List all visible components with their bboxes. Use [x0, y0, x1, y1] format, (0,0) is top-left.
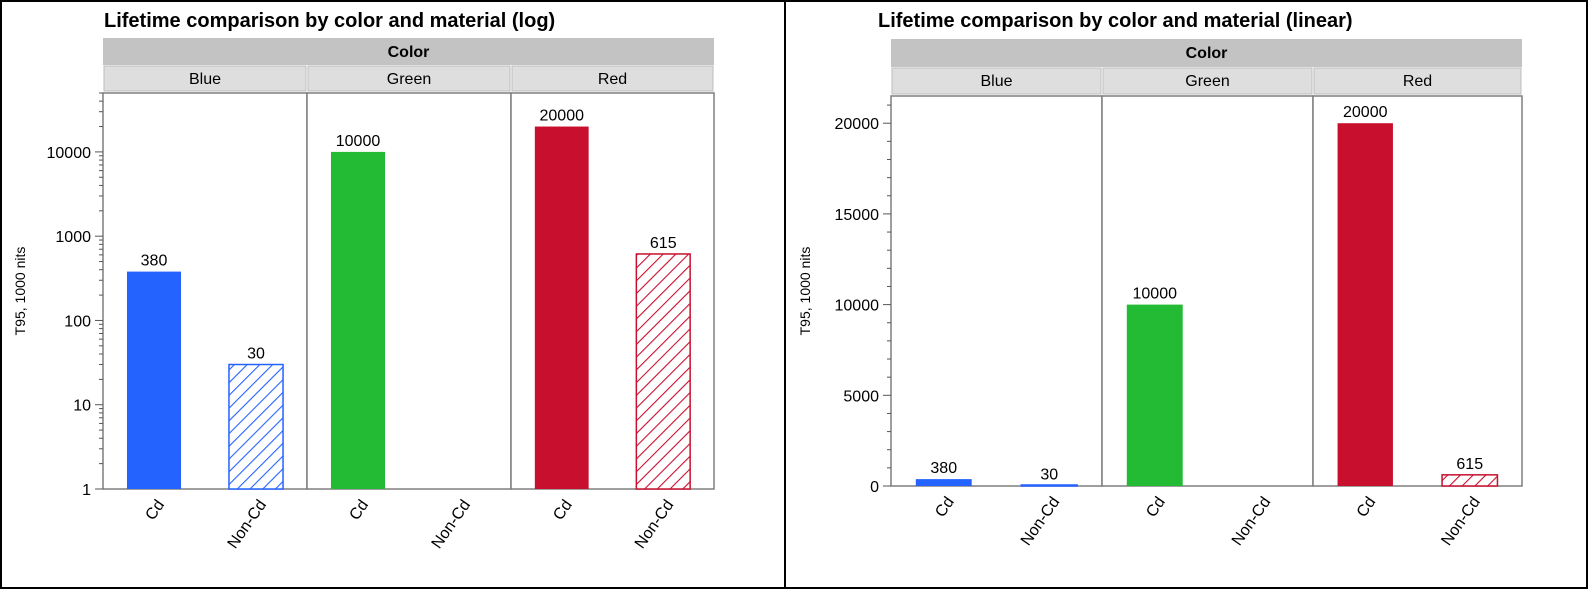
chart1-group-header	[103, 38, 714, 65]
chart1-group-header-label: Color	[388, 44, 430, 61]
chart2-data-label-green-cd: 10000	[1133, 286, 1178, 303]
chart1-panel-header-blue	[103, 65, 307, 92]
chart2-panel-header-label-blue: Blue	[980, 73, 1012, 90]
chart2-panel-blue	[890, 95, 1103, 487]
chart2-x-tick-label-red-cd: Cd	[1354, 494, 1380, 521]
chart2-y-tick-label-0: 0	[870, 479, 879, 496]
chart1-y-tick-label-1000: 1000	[55, 229, 91, 246]
chart1-y-axis-title: T95, 1000 nits	[12, 247, 28, 336]
chart1-x-tick-label-red-non-cd: Non-Cd	[632, 497, 678, 552]
chart2-bar-blue-non-cd	[1020, 484, 1078, 487]
chart1-x-tick-label-green-cd: Cd	[347, 497, 373, 524]
chart2-data-label-blue-cd: 380	[930, 460, 957, 477]
chart2-x-tick-label-blue-non-cd: Non-Cd	[1018, 494, 1064, 549]
chart2-panel-header-red	[1313, 67, 1522, 95]
chart2-y-tick-label-20000: 20000	[835, 116, 880, 133]
chart2-y-tick-label-10000: 10000	[835, 298, 880, 315]
chart-log: Lifetime comparison by color and materia…	[12, 10, 715, 552]
chart2-panel-header-green	[1102, 67, 1313, 95]
chart1-x-tick-label-blue-cd: Cd	[143, 497, 169, 524]
chart2-bar-red-cd	[1337, 123, 1393, 487]
chart2-bar-green-cd	[1126, 304, 1183, 486]
chart1-panel-header-label-blue: Blue	[189, 71, 221, 88]
chart2-title: Lifetime comparison by color and materia…	[878, 10, 1353, 32]
chart1-bar-green-cd	[330, 151, 386, 489]
chart2-data-label-blue-non-cd: 30	[1040, 466, 1058, 483]
chart2-group-header-label: Color	[1186, 45, 1228, 62]
chart2-data-label-red-cd: 20000	[1343, 104, 1388, 121]
chart2-x-tick-label-green-non-cd: Non-Cd	[1229, 494, 1275, 549]
chart1-bar-blue-cd	[126, 271, 182, 489]
chart2-panel-header-label-red: Red	[1403, 73, 1432, 90]
chart-linear: Lifetime comparison by color and materia…	[797, 10, 1523, 549]
chart1-y-tick-label-10000: 10000	[47, 145, 92, 162]
chart1-data-label-red-cd: 20000	[540, 108, 585, 125]
chart2-bar-blue-cd	[915, 479, 972, 486]
chart2-x-tick-label-red-non-cd: Non-Cd	[1438, 494, 1484, 549]
chart1-data-label-red-non-cd: 615	[650, 235, 677, 252]
chart1-data-label-blue-cd: 380	[141, 253, 168, 270]
chart1-panel-header-label-red: Red	[598, 71, 627, 88]
chart1-x-tick-label-red-cd: Cd	[550, 497, 576, 524]
chart1-bar-blue-non-cd	[228, 363, 284, 490]
chart2-x-tick-label-green-cd: Cd	[1143, 494, 1169, 521]
chart2-panel-header-blue	[891, 67, 1102, 95]
chart1-data-label-blue-non-cd: 30	[247, 346, 265, 363]
chart1-bar-red-non-cd	[635, 253, 691, 490]
chart2-x-tick-label-blue-cd: Cd	[932, 494, 958, 521]
chart2-y-tick-label-15000: 15000	[835, 207, 880, 224]
chart2-y-tick-label-5000: 5000	[843, 388, 879, 405]
chart1-panel-header-green	[307, 65, 511, 92]
chart2-bar-red-non-cd	[1441, 474, 1499, 487]
chart1-y-tick-label-10: 10	[73, 398, 91, 415]
chart2-data-label-red-non-cd: 615	[1456, 456, 1483, 473]
chart1-x-tick-label-green-non-cd: Non-Cd	[429, 497, 475, 552]
chart1-data-label-green-cd: 10000	[336, 133, 381, 150]
chart2-y-axis-title: T95, 1000 nits	[797, 247, 813, 336]
chart1-panel-header-red	[511, 65, 714, 92]
chart1-x-tick-label-blue-non-cd: Non-Cd	[225, 497, 271, 552]
figure-border	[0, 0, 1588, 589]
chart2-group-header	[891, 39, 1522, 67]
chart1-bar-red-cd	[534, 126, 589, 489]
chart1-y-tick-label-1: 1	[82, 482, 91, 499]
chart1-y-tick-label-100: 100	[64, 313, 91, 330]
chart1-panel-header-label-green: Green	[387, 71, 431, 88]
chart2-panel-header-label-green: Green	[1185, 73, 1229, 90]
chart1-title: Lifetime comparison by color and materia…	[104, 10, 555, 32]
